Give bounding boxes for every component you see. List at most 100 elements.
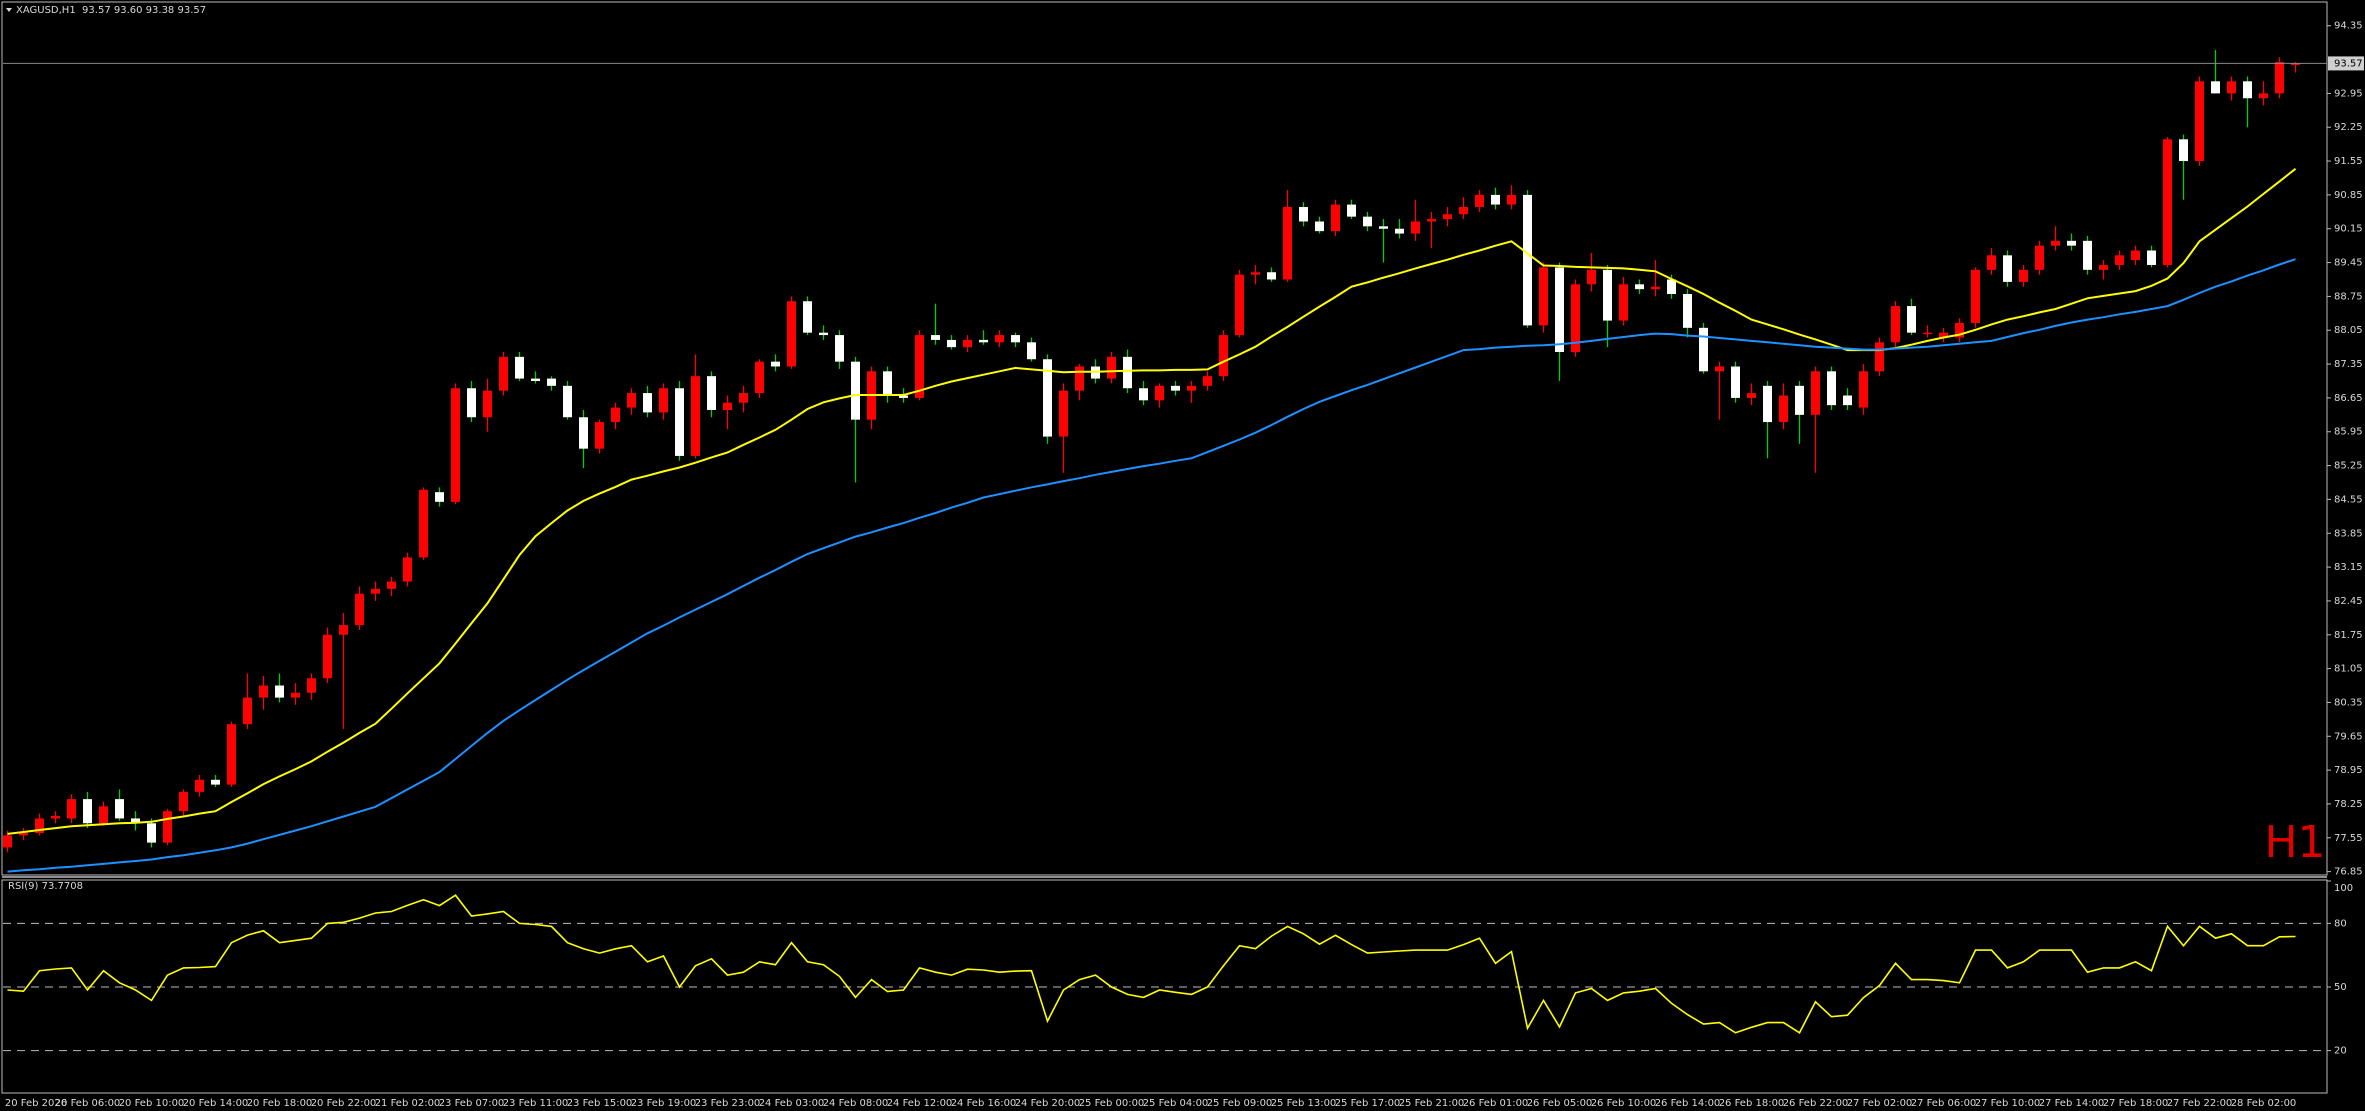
candle-body — [1571, 284, 1580, 352]
main-panel-frame — [1, 1, 2328, 876]
candle-body — [115, 799, 124, 819]
candle-body — [1667, 279, 1676, 294]
candle-body — [1795, 385, 1804, 415]
candle-body — [1811, 371, 1820, 415]
timeframe-watermark: H1 — [2264, 817, 2325, 868]
y-tick-label: 20 — [2334, 1046, 2347, 1057]
x-tick-label: 23 Feb 07:00 — [439, 1098, 505, 1109]
candle-body — [1603, 269, 1612, 321]
y-tick-label: 80 — [2334, 918, 2347, 929]
candle-body — [531, 378, 540, 381]
candle-body — [371, 588, 380, 594]
y-tick-label: 88.05 — [2334, 325, 2363, 336]
candle-body — [67, 799, 76, 819]
candle-body — [483, 390, 492, 418]
candle-body — [1315, 221, 1324, 232]
candle-body — [595, 422, 604, 449]
candle-body — [1731, 366, 1740, 398]
rsi-title: RSI(9) 73.7708 — [8, 881, 83, 892]
x-tick-label: 23 Feb 15:00 — [567, 1098, 633, 1109]
candle-body — [659, 388, 668, 413]
candle-body — [19, 832, 28, 836]
candle-body — [1587, 269, 1596, 285]
candle-body — [2131, 250, 2140, 261]
candle-body — [1251, 272, 1260, 275]
candle-body — [1635, 284, 1644, 290]
candle-body — [163, 811, 172, 843]
candle-body — [451, 388, 460, 502]
x-tick-label: 27 Feb 02:00 — [1847, 1098, 1913, 1109]
y-tick-label: 85.25 — [2334, 461, 2363, 472]
candle-body — [1059, 390, 1068, 437]
candle-body — [227, 724, 236, 785]
moving-average-line — [7, 168, 2297, 835]
candle-body — [2163, 139, 2172, 265]
candle-body — [259, 685, 268, 698]
rsi-line — [7, 894, 2296, 1034]
candle-body — [1875, 342, 1884, 372]
y-tick-label: 85.95 — [2334, 427, 2363, 438]
x-tick-label: 26 Feb 10:00 — [1591, 1098, 1657, 1109]
candle-body — [131, 818, 140, 824]
x-tick-label: 23 Feb 19:00 — [631, 1098, 697, 1109]
candle-body — [2243, 81, 2252, 99]
candle-body — [83, 799, 92, 824]
y-tick-label: 90.15 — [2334, 224, 2363, 235]
candle-body — [851, 361, 860, 420]
candle-body — [1427, 219, 1436, 222]
candle-body — [419, 489, 428, 558]
candle-body — [3, 835, 12, 848]
x-tick-label: 20 Feb 14:00 — [183, 1098, 249, 1109]
candle-body — [291, 692, 300, 698]
candle-body — [467, 388, 476, 418]
candle-body — [2099, 264, 2108, 270]
candle-body — [99, 806, 108, 824]
candle-body — [835, 335, 844, 362]
candle-body — [1203, 376, 1212, 386]
candle-body — [1923, 332, 1932, 335]
candle-body — [915, 335, 924, 398]
y-tick-label: 77.55 — [2334, 833, 2363, 844]
candle-body — [2019, 269, 2028, 282]
x-tick-label: 26 Feb 22:00 — [1783, 1098, 1849, 1109]
candle-body — [1763, 385, 1772, 423]
candle-body — [1347, 204, 1356, 217]
x-tick-label: 20 Feb 06:00 — [55, 1098, 121, 1109]
candle-body — [1219, 335, 1228, 377]
candle-body — [675, 388, 684, 456]
candle-body — [1187, 385, 1196, 391]
y-tick-label: 88.75 — [2334, 291, 2363, 302]
x-tick-label: 26 Feb 14:00 — [1655, 1098, 1721, 1109]
candle-body — [771, 361, 780, 367]
candle-body — [1715, 366, 1724, 372]
x-tick-label: 28 Feb 02:00 — [2231, 1098, 2297, 1109]
candle-body — [1491, 194, 1500, 205]
x-tick-label: 24 Feb 20:00 — [1015, 1098, 1081, 1109]
candle-body — [1299, 206, 1308, 222]
candle-body — [611, 407, 620, 423]
candle-body — [51, 816, 60, 819]
candle-body — [1843, 395, 1852, 406]
candle-body — [1411, 221, 1420, 234]
candle-body — [1683, 293, 1692, 328]
y-tick-label: 81.05 — [2334, 664, 2363, 675]
candle-body — [2275, 61, 2284, 94]
candle-body — [1987, 255, 1996, 270]
candle-body — [211, 779, 220, 785]
y-tick-label: 90.85 — [2334, 190, 2363, 201]
candle-body — [435, 492, 444, 502]
candle-body — [2067, 240, 2076, 246]
candle-body — [1235, 274, 1244, 336]
candle-body — [1459, 206, 1468, 215]
candle-body — [2291, 63, 2300, 65]
y-tick-label: 79.65 — [2334, 731, 2363, 742]
candle-body — [1475, 194, 1484, 207]
x-tick-label: 25 Feb 21:00 — [1399, 1098, 1465, 1109]
y-tick-label: 100 — [2334, 883, 2353, 894]
candle-body — [963, 339, 972, 348]
candle-body — [787, 301, 796, 367]
menu-triangle — [6, 8, 12, 12]
candle-body — [1267, 272, 1276, 280]
